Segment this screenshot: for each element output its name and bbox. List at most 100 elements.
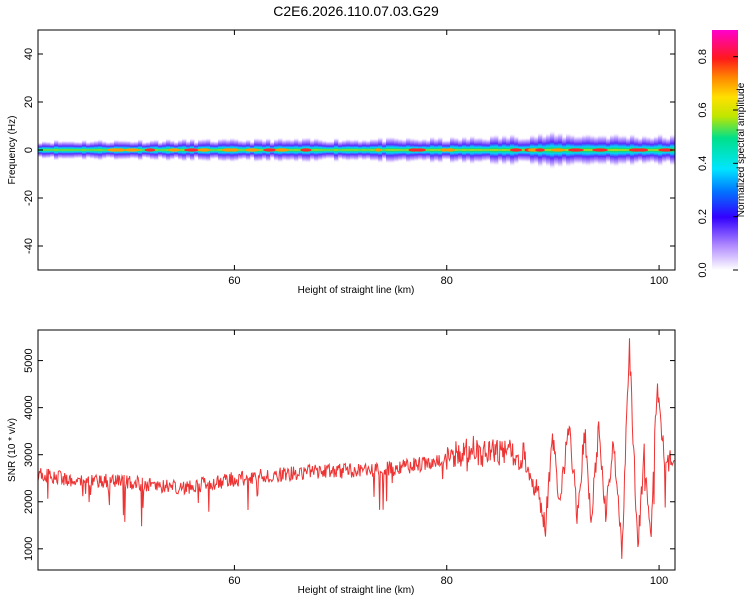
spectrogram-peak [167,148,181,152]
spectrogram-ytick-label: -20 [23,190,35,206]
spectrogram-band [38,130,675,170]
spectrogram-column [458,138,463,162]
spectrogram-column [654,135,659,165]
spectrogram-peak [444,148,456,152]
spectrogram-column [242,140,247,160]
spectrogram-peak [300,148,312,152]
spectrogram-column [58,140,63,160]
spectrogram-column [494,133,499,167]
spectrogram-column [498,137,503,163]
spectrogram-column [62,140,67,160]
snr-frame [37,329,676,571]
spectrogram-peak [658,148,674,152]
spectrogram-column [502,134,507,166]
spectrogram-panel: 60 80 100 40 20 0 -20 -40 Height of straight li… [7,29,676,296]
spectrogram-column [582,133,587,167]
spectrogram-column [454,136,459,164]
spectrogram-column [238,139,243,161]
spectrogram-peak [592,148,608,152]
spectrogram-column [546,132,551,168]
spectrogram-column [366,139,371,161]
spectrogram-column [258,137,263,163]
spectrogram-column [314,137,319,163]
snr-ytick-label: 2000 [23,490,35,514]
spectrogram-column [330,140,335,160]
spectrogram-column [490,134,495,166]
snr-panel: 60 80 100 1000 2000 3000 4000 5000 Height of st… [7,329,676,596]
spectrogram-xlabel: Height of straight line (km) [298,285,415,296]
spectrogram-column [426,139,431,161]
figure-title: C2E6.2026.110.07.03.G29 [273,3,439,19]
spectrogram-column [210,140,215,160]
spectrogram-column [482,137,487,163]
spectrogram-column [346,138,351,162]
colorbar-ticks: 0.0 0.2 0.4 0.6 0.8 [697,49,738,278]
spectrogram-peak [184,148,200,152]
spectrogram-peak [229,148,239,152]
spectrogram-column [218,138,223,162]
spectrogram-column [298,139,303,161]
spectrogram-column [290,138,295,162]
spectrogram-column [614,132,619,168]
snr-ylabel: SNR (10 * v/v) [7,418,18,482]
colorbar-label: Normalized spectral amplitude [736,82,747,217]
spectrogram-column [338,140,343,160]
spectrogram-column [646,135,651,165]
spectrogram-column [142,141,147,159]
snr-ytick-label: 4000 [23,395,35,419]
spectrogram-column [46,141,51,159]
spectrogram-xtick-label: 100 [650,275,668,287]
spectrogram-column [474,136,479,164]
colorbar-tick-label: 0.8 [697,49,709,64]
spectrogram-column [650,136,655,164]
spectrogram-column [354,138,359,162]
spectrogram-column [178,139,183,161]
spectrogram-peak [568,148,584,152]
spectrogram-column [606,136,611,164]
snr-ytick-label: 5000 [23,348,35,372]
snr-ytick-label: 1000 [23,537,35,561]
spectrogram-column [382,140,387,160]
spectrogram-column [358,140,363,160]
spectrogram-ytick-label: -40 [23,238,35,254]
spectrogram-column [54,139,59,161]
spectrogram-peak [535,148,545,152]
spectrogram-column [430,136,435,164]
spectrogram-column [138,138,143,162]
spectrogram-column [506,136,511,164]
spectrogram-peak [114,148,126,152]
colorbar-tick-label: 0.0 [697,262,709,277]
snr-ytick-label: 3000 [23,442,35,466]
snr-xtick-label: 100 [650,575,668,587]
spectrogram-column [610,133,615,167]
spectrogram-peak [374,148,382,152]
snr-xtick-label: 80 [441,575,453,587]
spectrogram-column [438,136,443,164]
spectrogram-column [434,137,439,163]
spectrogram-column [158,141,163,159]
spectrogram-peak [635,148,649,152]
spectrogram-column [586,133,591,167]
spectrogram-column [462,135,467,165]
spectrogram-ytick-label: 20 [23,96,35,108]
spectrogram-peak [263,148,277,152]
spectrogram-peak [197,148,211,152]
spectrogram-column [402,138,407,162]
colorbar-tick-label: 0.2 [697,209,709,224]
spectrogram-peak [124,148,140,152]
colorbar: 0.0 0.2 0.4 0.6 0.8 Normalized spectral ampl… [697,30,747,278]
spectrogram-column [398,138,403,162]
spectrogram-column [394,137,399,163]
spectrogram-column [94,139,99,161]
spectrogram-column [86,141,91,159]
spectrogram-column [82,139,87,161]
spectrogram-ylabel: Frequency (Hz) [7,116,18,185]
colorbar-scale [712,30,738,270]
spectrogram-column [66,140,71,160]
spectrogram-peak [550,148,566,152]
spectrogram-column [214,140,219,160]
spectrogram-column [406,136,411,164]
spectrogram-peak [144,148,156,152]
spectrogram-column [74,141,79,159]
